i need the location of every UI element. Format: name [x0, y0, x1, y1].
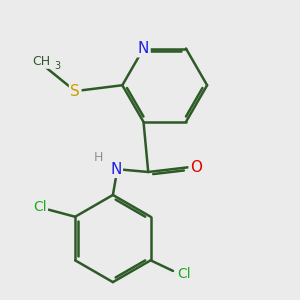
Text: S: S	[70, 84, 80, 99]
Text: Cl: Cl	[33, 200, 46, 214]
Text: H: H	[94, 151, 103, 164]
Text: CH: CH	[33, 55, 51, 68]
Text: N: N	[138, 41, 149, 56]
Text: 3: 3	[55, 61, 61, 71]
Text: Cl: Cl	[177, 267, 190, 281]
Text: O: O	[190, 160, 202, 175]
Text: N: N	[110, 162, 122, 177]
